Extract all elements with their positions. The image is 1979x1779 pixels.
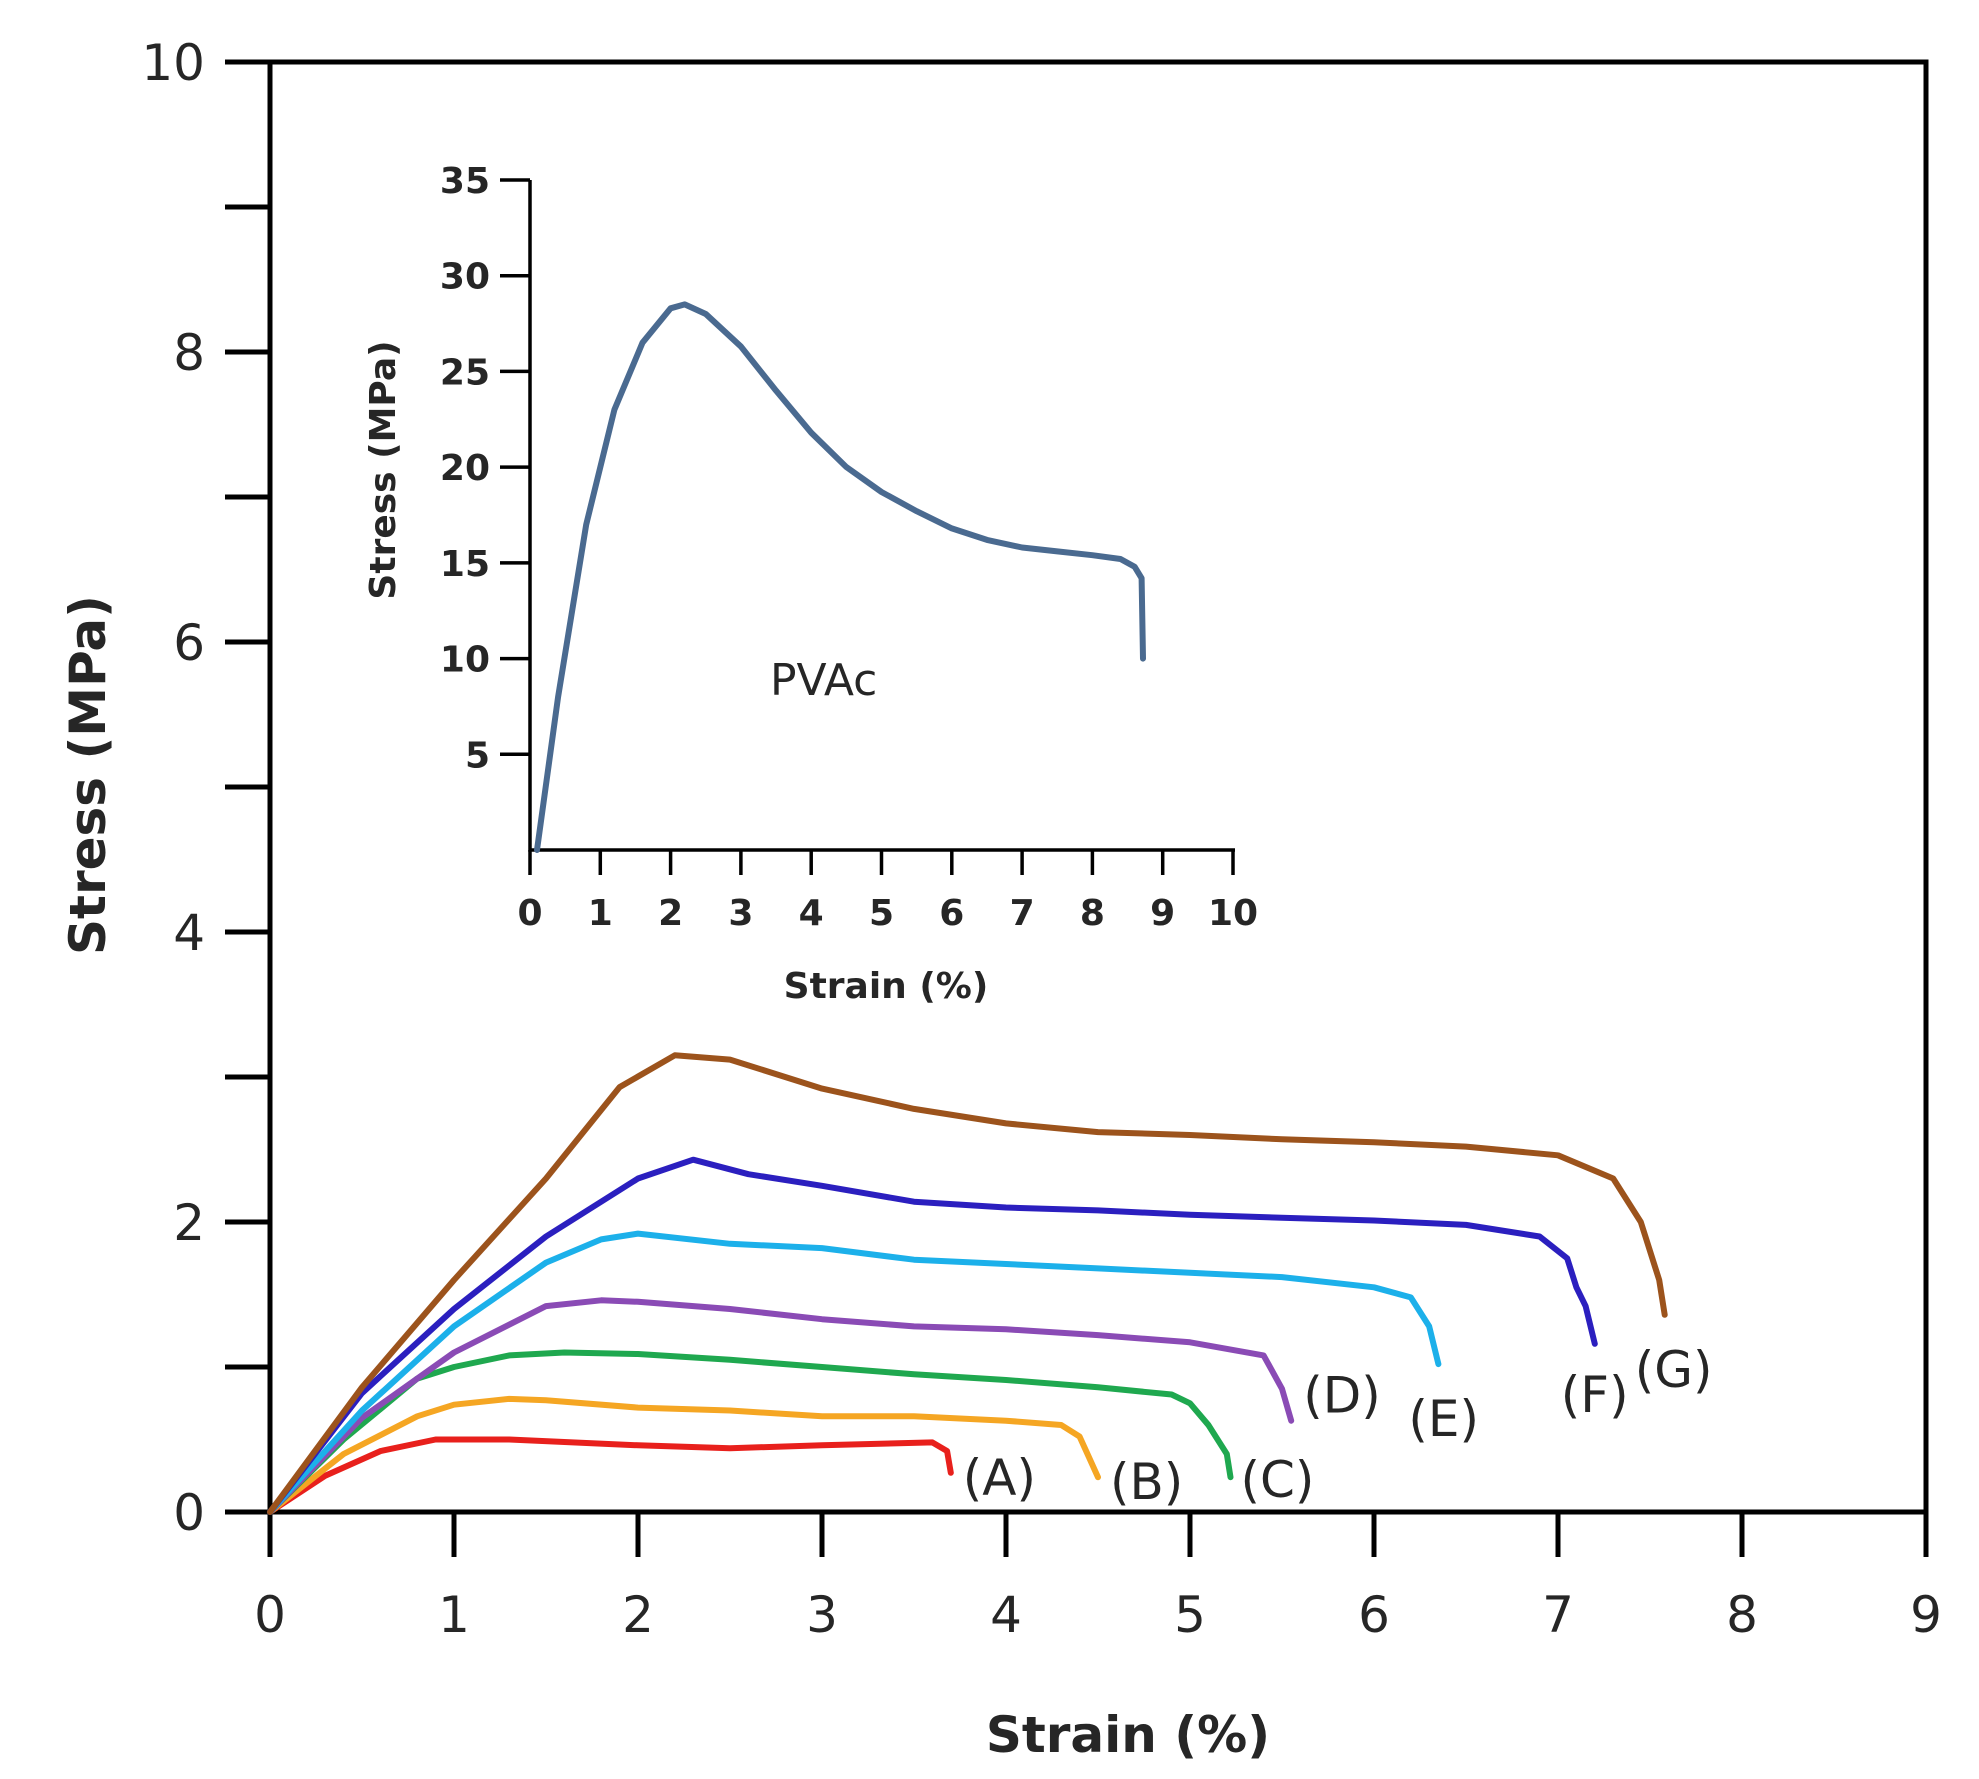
series-label-e: (E)	[1408, 1390, 1479, 1448]
inset-x-axis-title: Strain (%)	[784, 966, 989, 1007]
inset-y-tick-label: 25	[440, 352, 490, 393]
main-x-tick-label: 7	[1542, 1586, 1574, 1644]
main-y-ticks: 0 2 4 6 8 10	[141, 34, 270, 1542]
main-x-tick-label: 1	[438, 1586, 470, 1644]
inset-plot: 5 10 15 20 25 30 35 0 1 2 3 4 5 6 7 8 9 10 PVAc Strain (…	[363, 161, 1258, 1007]
inset-x-ticks: 0 1 2 3 4 5 6 7 8 9 10	[517, 850, 1258, 934]
inset-y-tick-label: 35	[440, 161, 490, 202]
series-line-c	[267, 1349, 1234, 1515]
inset-x-tick-label: 6	[939, 893, 964, 934]
inset-y-axis-title: Stress (MPa)	[363, 340, 404, 599]
inset-x-tick-label: 7	[1010, 893, 1035, 934]
main-x-tick-label: 0	[254, 1586, 286, 1644]
main-x-tick-label: 2	[622, 1586, 654, 1644]
series-label-f: (F)	[1561, 1366, 1629, 1424]
inset-x-tick-label: 1	[588, 893, 613, 934]
inset-series-line-pvac	[534, 301, 1146, 853]
series-label-g: (G)	[1635, 1341, 1713, 1399]
inset-y-ticks: 5 10 15 20 25 30 35	[440, 161, 530, 776]
main-x-tick-label: 6	[1358, 1586, 1390, 1644]
series-line-g	[267, 1052, 1668, 1515]
main-plot-frame	[267, 59, 1929, 1515]
inset-y-tick-label: 20	[440, 448, 490, 489]
inset-x-tick-label: 5	[869, 893, 894, 934]
inset-y-tick-label: 15	[440, 544, 490, 585]
main-series-group	[267, 1052, 1668, 1515]
series-line-a	[267, 1436, 954, 1515]
series-label-a: (A)	[963, 1449, 1036, 1507]
main-y-tick-label: 0	[173, 1484, 205, 1542]
main-y-tick-label: 2	[173, 1194, 205, 1252]
inset-x-tick-label: 8	[1080, 893, 1105, 934]
inset-y-tick-label: 5	[465, 735, 490, 776]
main-y-tick-label: 4	[173, 904, 205, 962]
series-line-f	[267, 1156, 1598, 1515]
series-line-e	[267, 1230, 1442, 1515]
inset-x-tick-label: 0	[517, 893, 542, 934]
main-x-ticks: 0 1 2 3 4 5 6 7 8 9	[254, 1512, 1942, 1644]
main-x-axis-title: Strain (%)	[986, 1706, 1270, 1764]
main-series-labels: (A) (B) (C) (D) (E) (F) (G)	[963, 1341, 1713, 1511]
inset-x-tick-label: 3	[728, 893, 753, 934]
main-x-tick-label: 3	[806, 1586, 838, 1644]
inset-x-tick-label: 2	[658, 893, 683, 934]
inset-series-group	[534, 301, 1146, 853]
inset-y-tick-label: 30	[440, 257, 490, 298]
main-x-tick-label: 5	[1174, 1586, 1206, 1644]
inset-x-tick-label: 4	[799, 893, 824, 934]
series-label-c: (C)	[1240, 1451, 1314, 1509]
series-label-b: (B)	[1110, 1453, 1183, 1511]
inset-x-tick-label: 9	[1150, 893, 1175, 934]
main-y-tick-label: 6	[173, 614, 205, 672]
series-line-b	[267, 1395, 1101, 1515]
inset-annotation: PVAc	[770, 655, 877, 706]
main-y-tick-label: 8	[173, 324, 205, 382]
inset-axes	[528, 180, 1235, 852]
inset-y-tick-label: 10	[440, 640, 490, 681]
main-x-tick-label: 4	[990, 1586, 1022, 1644]
main-y-axis-title: Stress (MPa)	[59, 595, 117, 955]
series-label-d: (D)	[1303, 1367, 1381, 1425]
main-y-tick-label: 10	[141, 34, 205, 92]
main-x-tick-label: 9	[1910, 1586, 1942, 1644]
inset-x-tick-label: 10	[1208, 893, 1258, 934]
series-line-d	[267, 1297, 1295, 1515]
main-x-tick-label: 8	[1726, 1586, 1758, 1644]
